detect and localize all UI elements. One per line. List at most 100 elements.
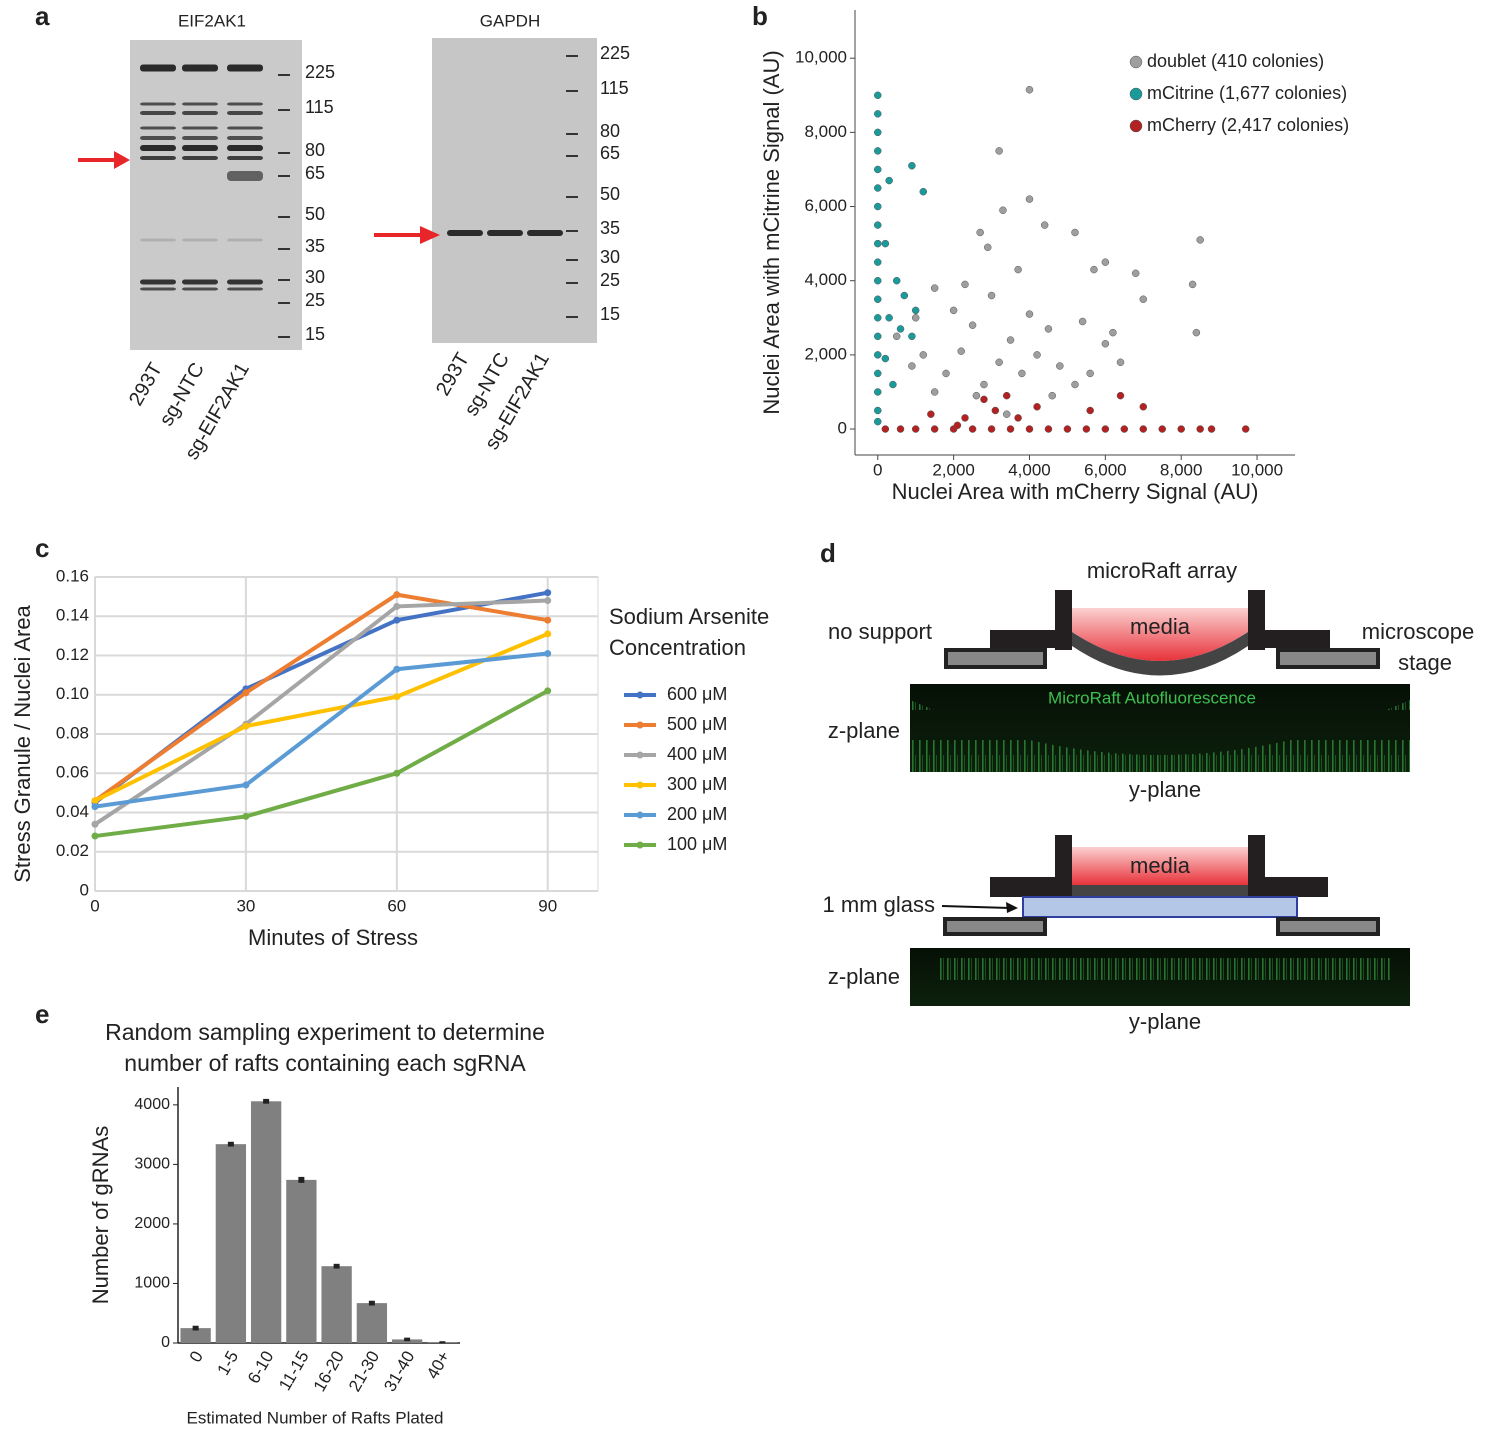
array-frame xyxy=(1260,630,1330,648)
data-point xyxy=(393,602,401,610)
arrow-head xyxy=(420,226,440,244)
data-point xyxy=(393,769,401,777)
fluorescence xyxy=(910,700,1410,772)
blot-image xyxy=(130,40,302,350)
data-point xyxy=(1025,195,1034,203)
label: z-plane xyxy=(828,718,900,743)
y-tick-label: 3000 xyxy=(134,1156,170,1173)
data-point xyxy=(885,314,893,322)
blot-band xyxy=(447,230,483,236)
data-point xyxy=(874,239,882,248)
blot-band xyxy=(227,171,263,181)
data-line xyxy=(93,590,549,805)
x-tick-label: 1-5 xyxy=(213,1348,242,1379)
x-tick-label: 0 xyxy=(186,1348,207,1366)
data-point xyxy=(1006,336,1015,344)
data-point xyxy=(874,258,882,266)
blot-band xyxy=(140,156,176,160)
data-point xyxy=(874,406,882,415)
y-tick-label: 4,000 xyxy=(804,270,847,289)
x-tick-label: 8,000 xyxy=(1160,460,1203,479)
x-tick-label: 11-15 xyxy=(275,1348,313,1394)
stage xyxy=(943,917,1047,936)
data-point xyxy=(242,812,250,820)
data-point xyxy=(874,351,882,359)
legend-title: Concentration xyxy=(609,635,746,660)
blot-band xyxy=(182,64,218,72)
data-point xyxy=(1014,265,1022,274)
bar xyxy=(250,1101,282,1343)
ladder-label: 15 xyxy=(600,304,620,324)
data-point xyxy=(544,687,552,695)
blot-band xyxy=(227,279,263,285)
stage xyxy=(1276,648,1380,669)
data-point xyxy=(1071,380,1079,389)
label: y-plane xyxy=(1129,1009,1201,1034)
legend-marker xyxy=(636,841,644,849)
legend-marker xyxy=(636,781,644,789)
x-tick-label: 0 xyxy=(873,460,882,479)
legend-label: 100 μM xyxy=(667,834,727,854)
x-tick-label: 10,000 xyxy=(1231,460,1283,479)
ladder-label: 50 xyxy=(305,204,325,224)
bar xyxy=(286,1179,317,1343)
data-point xyxy=(930,284,939,292)
data-point xyxy=(991,406,1000,415)
data-point xyxy=(1241,425,1250,433)
x-tick-label: 40+ xyxy=(423,1348,454,1383)
x-tick-label: 6,000 xyxy=(1084,460,1127,479)
data-point xyxy=(1044,425,1053,433)
ladder-label: 80 xyxy=(600,121,620,141)
y-tick-label: 0.04 xyxy=(56,802,89,821)
data-point xyxy=(1063,425,1072,433)
data-point xyxy=(1040,221,1049,229)
ladder-label: 80 xyxy=(305,140,325,160)
panel-label: e xyxy=(35,999,49,1029)
data-point xyxy=(908,332,916,341)
y-tick-label: 0.16 xyxy=(56,566,89,585)
ladder-label: 225 xyxy=(600,43,630,63)
data-point xyxy=(874,128,882,137)
data-point xyxy=(1207,425,1216,433)
data-point xyxy=(91,820,99,828)
lane-label: 293T xyxy=(125,359,167,409)
blot-band xyxy=(227,102,263,106)
legend-label: 300 μM xyxy=(667,774,727,794)
data-point xyxy=(874,165,882,174)
ladder-label: 30 xyxy=(305,267,325,287)
y-tick-label: 2,000 xyxy=(804,344,847,363)
arrow-head xyxy=(114,151,130,169)
data-point xyxy=(242,781,250,789)
data-point xyxy=(953,421,962,430)
x-axis-label: Estimated Number of Rafts Plated xyxy=(186,1408,443,1427)
data-point xyxy=(1188,280,1197,289)
blot-title: GAPDH xyxy=(480,11,540,30)
microraft-diagram: d microRaft array no support microscope … xyxy=(820,538,1474,1034)
data-point xyxy=(896,425,905,433)
data-point xyxy=(91,803,99,811)
data-point xyxy=(896,325,905,333)
blot-band xyxy=(140,102,176,106)
data-point xyxy=(881,239,890,248)
legend-title: Sodium Arsenite xyxy=(609,604,769,629)
blot-band xyxy=(227,238,263,242)
legend-label: 200 μM xyxy=(667,804,727,824)
legend-label: mCherry (2,417 colonies) xyxy=(1147,115,1349,135)
blot-image xyxy=(432,38,597,343)
x-tick-label: 30 xyxy=(236,896,255,915)
data-point xyxy=(1109,328,1117,337)
data-point xyxy=(1056,362,1064,370)
blot-band xyxy=(227,145,263,151)
data-point xyxy=(968,425,977,433)
blot-band xyxy=(182,111,218,115)
label: MicroRaft Autofluorescence xyxy=(1048,688,1256,707)
ladder-label: 25 xyxy=(305,290,325,310)
data-point xyxy=(1048,391,1056,400)
data-point xyxy=(1139,403,1148,411)
data-point xyxy=(1158,425,1166,433)
data-point xyxy=(544,597,552,605)
legend-label: 400 μM xyxy=(667,744,727,764)
data-point xyxy=(91,832,99,840)
x-tick-label: 4,000 xyxy=(1008,460,1051,479)
